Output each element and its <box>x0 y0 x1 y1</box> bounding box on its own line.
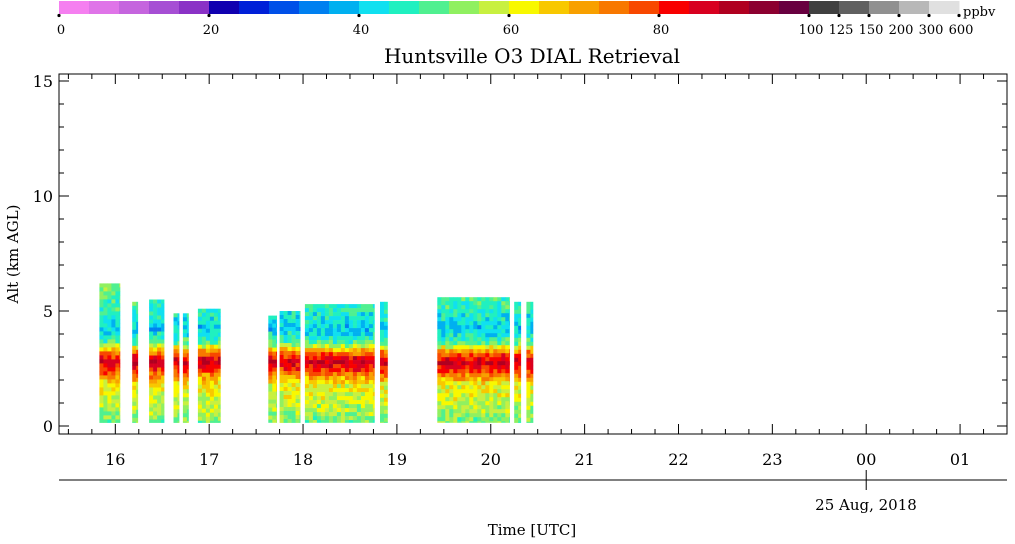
colorbar-swatch <box>839 1 870 14</box>
colorbar-tick <box>867 13 871 18</box>
colorbar-swatch <box>359 1 390 14</box>
colorbar-tick-label: 150 <box>859 23 884 38</box>
colorbar <box>59 1 960 14</box>
colorbar-swatch <box>179 1 210 14</box>
colorbar-tick <box>507 13 511 18</box>
colorbar-tick-label: 125 <box>829 23 854 38</box>
plot-axes: 0 5 10 15 16 17 18 19 20 21 22 23 00 01 <box>33 72 1008 490</box>
date-label: 25 Aug, 2018 <box>815 496 917 514</box>
colorbar-swatch <box>299 1 330 14</box>
chart-title: Huntsville O3 DIAL Retrieval <box>384 44 680 68</box>
x-tick-label: 17 <box>199 450 219 469</box>
colorbar-tick <box>927 13 931 18</box>
colorbar-swatch <box>329 1 360 14</box>
colorbar-swatch <box>509 1 540 14</box>
plot-data <box>99 283 534 423</box>
colorbar-tick <box>897 13 901 18</box>
data-segment <box>182 313 189 423</box>
colorbar-tick <box>357 13 361 18</box>
x-tick-label: 21 <box>574 450 594 469</box>
colorbar-tick-label: 600 <box>949 23 974 38</box>
colorbar-swatch <box>269 1 300 14</box>
colorbar-swatch <box>209 1 240 14</box>
colorbar-unit: ppbv <box>963 5 996 20</box>
x-tick-label: 00 <box>856 450 876 469</box>
colorbar-tick-label: 40 <box>353 23 370 38</box>
colorbar-swatch <box>149 1 180 14</box>
colorbar-swatch <box>479 1 510 14</box>
x-tick-label: 01 <box>950 450 970 469</box>
colorbar-swatch <box>59 1 90 14</box>
plot-frame <box>58 73 1008 435</box>
colorbar-swatch <box>389 1 420 14</box>
colorbar-swatch <box>689 1 720 14</box>
colorbar-swatch <box>899 1 930 14</box>
data-segment <box>304 304 375 423</box>
colorbar-tick <box>57 13 61 18</box>
colorbar-swatch <box>119 1 150 14</box>
x-tick-label: 18 <box>293 450 313 469</box>
data-segment <box>268 315 277 423</box>
colorbar-tick-label: 300 <box>919 23 944 38</box>
colorbar-tick-label: 20 <box>203 23 220 38</box>
x-tick-label: 16 <box>105 450 125 469</box>
data-segment <box>380 301 388 423</box>
colorbar-swatch <box>629 1 660 14</box>
data-segment <box>526 301 534 423</box>
y-tick-label: 0 <box>43 417 53 436</box>
colorbar-swatch <box>569 1 600 14</box>
colorbar-swatch <box>869 1 900 14</box>
data-segment <box>132 301 139 423</box>
colorbar-swatch <box>539 1 570 14</box>
colorbar-tick-label: 0 <box>57 23 65 38</box>
data-segment <box>173 313 180 423</box>
y-tick-label: 10 <box>33 187 53 206</box>
colorbar-ticks: 0 20 40 60 80 100 125 150 200 300 600 <box>57 13 974 38</box>
colorbar-tick <box>807 13 811 18</box>
y-tick-label: 5 <box>43 302 53 321</box>
colorbar-tick <box>837 13 841 18</box>
y-tick-label: 15 <box>33 72 53 91</box>
data-segment <box>197 308 221 423</box>
colorbar-swatch <box>659 1 690 14</box>
colorbar-swatch <box>719 1 750 14</box>
x-tick-label: 22 <box>668 450 688 469</box>
colorbar-tick-label: 80 <box>653 23 670 38</box>
x-axis-label: Time [UTC] <box>488 521 577 539</box>
x-tick-label: 20 <box>481 450 501 469</box>
data-segment <box>514 301 522 423</box>
x-tick-label: 23 <box>762 450 782 469</box>
data-segment <box>437 297 510 423</box>
colorbar-tick <box>207 13 211 18</box>
colorbar-swatch <box>239 1 270 14</box>
data-segment <box>99 283 121 423</box>
colorbar-tick <box>657 13 661 18</box>
colorbar-swatch <box>599 1 630 14</box>
colorbar-tick-label: 60 <box>503 23 520 38</box>
data-segment <box>149 299 165 423</box>
colorbar-tick <box>957 13 961 18</box>
colorbar-tick-label: 100 <box>799 23 824 38</box>
colorbar-swatch <box>779 1 810 14</box>
y-axis-label: Alt (km AGL) <box>4 205 22 305</box>
x-tick-label: 19 <box>387 450 407 469</box>
colorbar-swatch <box>419 1 450 14</box>
colorbar-swatch <box>449 1 480 14</box>
data-segment <box>279 311 301 423</box>
colorbar-swatch <box>749 1 780 14</box>
colorbar-swatch <box>929 1 960 14</box>
colorbar-swatch <box>809 1 840 14</box>
colorbar-tick-label: 200 <box>889 23 914 38</box>
colorbar-swatch <box>89 1 120 14</box>
